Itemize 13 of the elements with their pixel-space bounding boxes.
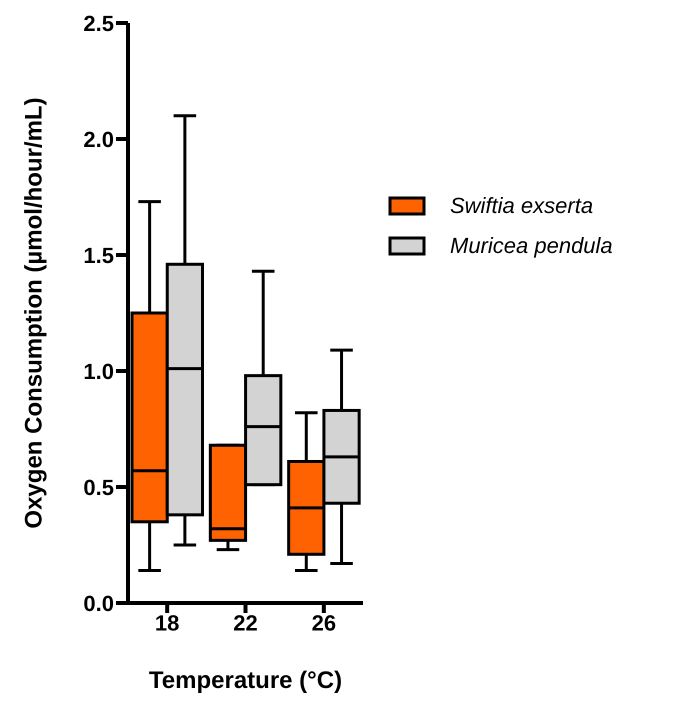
y-tick-label: 0.0	[83, 590, 114, 616]
x-axis-title: Temperature (°C)	[148, 667, 342, 694]
y-tick-label: 0.5	[83, 474, 114, 500]
y-tick-label: 2.0	[83, 126, 114, 152]
y-axis-title: Oxygen Consumption (µmol/hour/mL)	[20, 97, 48, 529]
y-tick-label: 2.5	[83, 10, 114, 36]
y-tick-label: 1.0	[83, 358, 114, 384]
y-tick-label: 1.5	[83, 242, 114, 268]
legend-label: Muricea pendula	[450, 233, 613, 259]
legend-label: Swiftia exserta	[450, 193, 594, 219]
x-tick-label: 18	[154, 610, 180, 636]
x-tick-label: 26	[312, 610, 336, 636]
x-tick-label: 22	[233, 610, 258, 636]
